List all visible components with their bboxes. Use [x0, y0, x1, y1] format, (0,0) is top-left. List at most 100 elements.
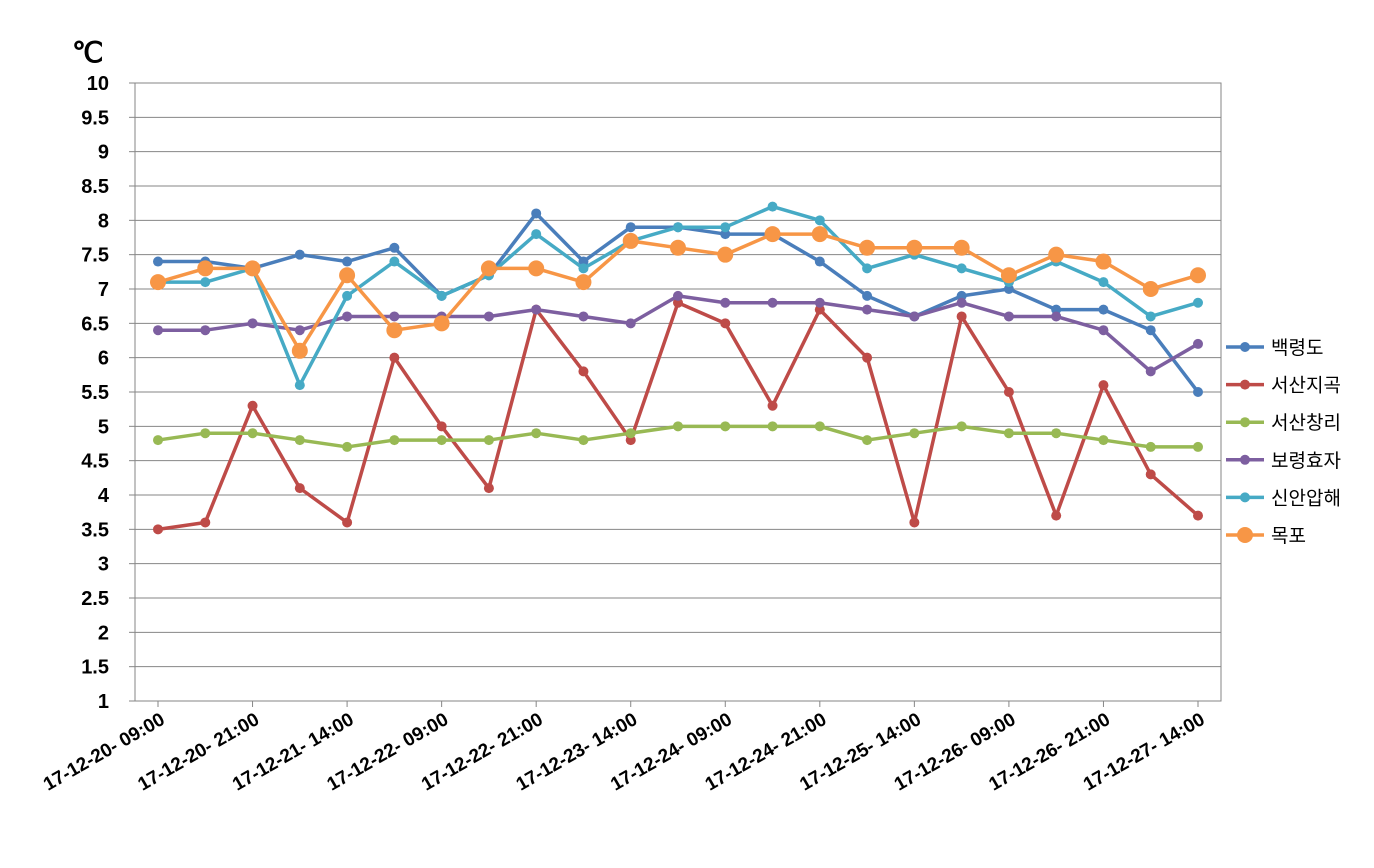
- data-point: [814, 256, 825, 267]
- data-point: [342, 256, 353, 267]
- data-point: [1142, 281, 1159, 297]
- data-point: [862, 290, 873, 301]
- data-point: [1000, 267, 1017, 284]
- data-point: [670, 239, 686, 256]
- data-point: [200, 277, 211, 288]
- data-point: [720, 318, 731, 329]
- data-point: [1003, 311, 1014, 322]
- data-point: [622, 232, 639, 249]
- data-point: [294, 483, 305, 494]
- data-point: [814, 421, 825, 432]
- data-point: [625, 428, 636, 439]
- y-tick-label: 4.5: [81, 451, 109, 473]
- data-point: [247, 400, 258, 411]
- data-point: [1145, 469, 1156, 480]
- data-point: [433, 315, 450, 332]
- data-point: [342, 441, 353, 452]
- data-point: [483, 311, 494, 322]
- data-point: [814, 215, 825, 226]
- data-point: [1145, 311, 1156, 322]
- y-tick-label: 1.5: [81, 657, 109, 679]
- data-point: [294, 380, 305, 391]
- data-point: [578, 435, 589, 446]
- data-point: [956, 311, 967, 322]
- data-point: [956, 297, 967, 308]
- y-tick-label: 7.5: [81, 245, 109, 267]
- data-point: [862, 304, 873, 315]
- data-point: [956, 421, 967, 432]
- y-tick-label: 9.5: [81, 107, 109, 129]
- data-point: [906, 239, 923, 256]
- y-tick-label: 3.5: [81, 519, 109, 541]
- y-tick-label: 1: [98, 691, 109, 713]
- legend-marker: [1240, 454, 1250, 465]
- data-point: [578, 311, 589, 322]
- data-point: [483, 435, 494, 446]
- data-point: [1051, 510, 1062, 521]
- legend-label: 백령도: [1271, 337, 1323, 359]
- data-point: [531, 229, 542, 240]
- data-point: [1193, 297, 1203, 308]
- data-point: [1051, 428, 1062, 439]
- data-point: [483, 483, 494, 494]
- legend-marker: [1240, 492, 1250, 503]
- y-tick-label: 9: [98, 142, 109, 164]
- y-tick-label: 8.5: [81, 176, 109, 198]
- data-point: [531, 428, 542, 439]
- data-point: [153, 256, 163, 267]
- y-tick-label: 8: [98, 210, 109, 232]
- data-point: [625, 318, 636, 329]
- y-tick-label: 7: [98, 279, 109, 301]
- data-point: [673, 421, 683, 432]
- data-point: [1098, 304, 1109, 315]
- legend-marker: [1237, 527, 1253, 543]
- data-point: [625, 435, 636, 446]
- data-point: [1190, 267, 1206, 284]
- data-point: [1051, 304, 1062, 315]
- data-point: [720, 229, 731, 240]
- data-point: [342, 290, 353, 301]
- data-point: [767, 201, 778, 212]
- data-point: [200, 428, 211, 439]
- data-point: [859, 239, 876, 256]
- data-point: [197, 260, 214, 277]
- data-point: [862, 263, 873, 274]
- data-point: [717, 246, 734, 263]
- data-point: [1098, 380, 1109, 391]
- data-point: [862, 435, 873, 446]
- data-point: [1003, 284, 1014, 294]
- legend-marker: [1240, 417, 1250, 428]
- data-point: [389, 242, 400, 253]
- y-tick-label: 6.5: [81, 313, 109, 335]
- data-point: [764, 226, 781, 243]
- data-point: [720, 297, 731, 308]
- unit-label: ℃: [72, 37, 103, 68]
- y-tick-label: 4: [98, 485, 110, 507]
- data-point: [1098, 435, 1109, 446]
- series-6: [150, 226, 1206, 359]
- data-point: [767, 421, 778, 432]
- data-point: [291, 342, 308, 359]
- data-point: [1098, 325, 1109, 336]
- data-point: [953, 239, 970, 256]
- y-tick-label: 5: [98, 416, 109, 438]
- data-point: [436, 290, 447, 301]
- data-point: [1051, 311, 1062, 322]
- data-point: [1193, 510, 1203, 521]
- y-tick-label: 5.5: [81, 382, 109, 404]
- data-point: [531, 304, 542, 315]
- legend-label: 신안압해: [1271, 487, 1341, 509]
- data-point: [247, 428, 258, 439]
- y-tick-label: 10: [87, 73, 109, 95]
- data-point: [673, 290, 683, 301]
- data-point: [578, 366, 589, 377]
- data-point: [909, 311, 920, 322]
- data-point: [386, 322, 403, 339]
- data-point: [1098, 277, 1109, 288]
- legend-label: 보령효자: [1271, 450, 1341, 472]
- data-point: [956, 290, 967, 301]
- data-point: [531, 208, 542, 219]
- data-point: [342, 517, 353, 528]
- data-point: [625, 222, 636, 233]
